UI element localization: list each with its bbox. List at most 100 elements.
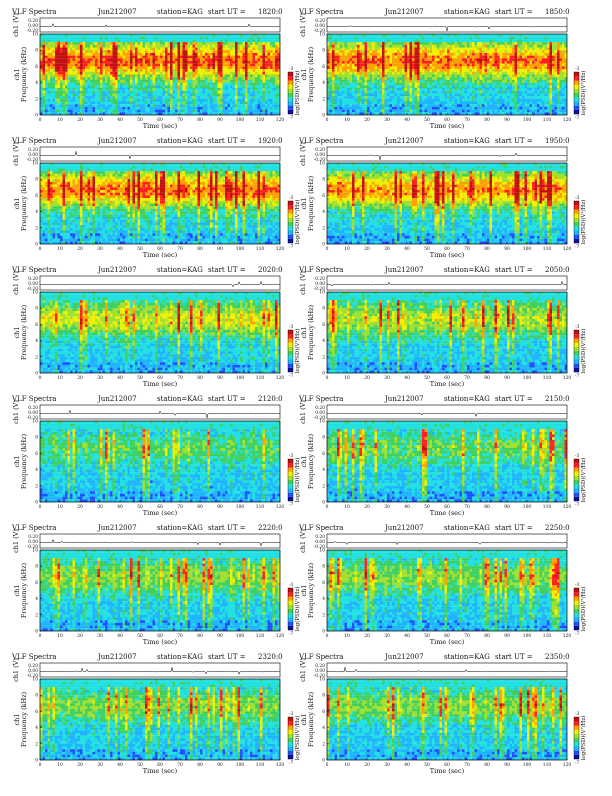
heatmap-cell (45, 104, 48, 107)
heatmap-cell (193, 96, 196, 99)
heatmap-cell (190, 80, 193, 83)
heatmap-cell (213, 112, 216, 115)
heatmap-cell (123, 53, 126, 56)
heatmap-cell (123, 112, 126, 115)
heatmap-cell (223, 80, 226, 83)
heatmap-cell (170, 37, 173, 40)
heatmap-cell (63, 85, 66, 88)
heatmap-cell (173, 107, 176, 110)
heatmap-cell (85, 53, 88, 56)
heatmap-cell (168, 42, 171, 45)
heatmap-cell (68, 85, 71, 88)
heatmap-cell (168, 104, 171, 107)
heatmap-cell (43, 48, 46, 51)
heatmap-cell (58, 107, 61, 110)
heatmap-cell (150, 56, 153, 59)
heatmap-cell (65, 112, 68, 115)
heatmap-cell (195, 48, 198, 51)
heatmap-cell (233, 45, 236, 48)
heatmap-cell (58, 50, 61, 53)
heatmap-cell (98, 110, 101, 113)
heatmap-cell (90, 96, 93, 99)
heatmap-cell (150, 107, 153, 110)
heatmap-cell (230, 110, 233, 113)
heatmap-cell (138, 39, 141, 42)
heatmap-cell (75, 75, 78, 78)
heatmap-cell (138, 91, 141, 94)
heatmap-cell (150, 39, 153, 42)
heatmap-cell (90, 104, 93, 107)
heatmap-cell (55, 61, 58, 64)
heatmap-cell (143, 93, 146, 96)
heatmap-cell (103, 64, 106, 67)
heatmap-cell (43, 61, 46, 64)
heatmap-cell (68, 75, 71, 78)
heatmap-cell (100, 69, 103, 72)
heatmap-cell (140, 102, 143, 105)
heatmap-cell (140, 83, 143, 86)
heatmap-cell (190, 93, 193, 96)
heatmap-cell (105, 45, 108, 48)
heatmap-cell (193, 72, 196, 75)
heatmap-cell (118, 64, 121, 67)
heatmap-cell (123, 34, 126, 37)
heatmap-cell (103, 83, 106, 86)
heatmap-cell (63, 50, 66, 53)
heatmap-cell (133, 112, 136, 115)
heatmap-cell (105, 93, 108, 96)
heatmap-cell (200, 66, 203, 69)
heatmap-cell (155, 66, 158, 69)
heatmap-cell (153, 64, 156, 67)
heatmap-cell (203, 85, 206, 88)
heatmap-cell (78, 45, 81, 48)
heatmap-cell (93, 107, 96, 110)
heatmap-cell (123, 64, 126, 67)
heatmap-cell (45, 42, 48, 45)
heatmap-cell (95, 75, 98, 78)
heatmap-cell (108, 85, 111, 88)
heatmap-cell (190, 77, 193, 80)
heatmap-cell (50, 88, 53, 91)
heatmap-cell (200, 53, 203, 56)
heatmap-cell (178, 80, 181, 83)
heatmap-cell (73, 83, 76, 86)
heatmap-cell (220, 107, 223, 110)
heatmap-cell (145, 37, 148, 40)
heatmap-cell (50, 107, 53, 110)
heatmap-cell (73, 34, 76, 37)
heatmap-cell (40, 66, 43, 69)
heatmap-cell (100, 42, 103, 45)
heatmap-cell (223, 50, 226, 53)
heatmap-cell (225, 80, 228, 83)
waveform-frame (40, 18, 280, 32)
heatmap-cell (160, 72, 163, 75)
heatmap-cell (85, 69, 88, 72)
heatmap-cell (70, 75, 73, 78)
heatmap-cell (208, 72, 211, 75)
heatmap-cell (183, 110, 186, 113)
heatmap-cell (95, 42, 98, 45)
heatmap-cell (153, 93, 156, 96)
heatmap-cell (43, 77, 46, 80)
heatmap-cell (198, 64, 201, 67)
heatmap-cell (130, 37, 133, 40)
heatmap-cell (113, 56, 116, 59)
heatmap-cell (163, 50, 166, 53)
heatmap-cell (80, 99, 83, 102)
heatmap-cell (150, 85, 153, 88)
heatmap-cell (208, 96, 211, 99)
heatmap-cell (213, 48, 216, 51)
heatmap-cell (183, 75, 186, 78)
heatmap-cell (213, 102, 216, 105)
heatmap-cell (180, 72, 183, 75)
heatmap-cell (90, 53, 93, 56)
heatmap-cell (120, 50, 123, 53)
heatmap-cell (108, 37, 111, 40)
heatmap-cell (208, 61, 211, 64)
heatmap-cell (80, 39, 83, 42)
heatmap-cell (80, 48, 83, 51)
heatmap-cell (90, 39, 93, 42)
heatmap-cell (193, 66, 196, 69)
heatmap-cell (205, 112, 208, 115)
heatmap-cell (160, 39, 163, 42)
